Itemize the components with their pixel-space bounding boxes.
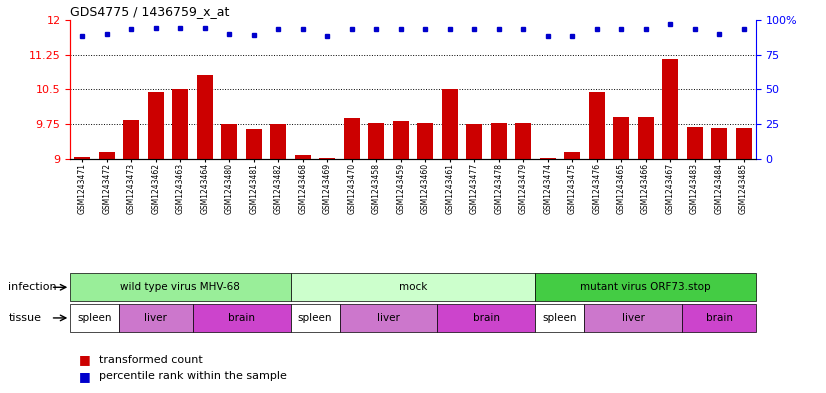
Bar	[74, 157, 90, 159]
Text: mutant virus ORF73.stop: mutant virus ORF73.stop	[581, 282, 711, 292]
Bar	[339, 304, 438, 332]
Bar	[736, 128, 752, 159]
Bar	[173, 90, 188, 159]
Bar	[344, 118, 360, 159]
Bar	[148, 92, 164, 159]
Text: GDS4775 / 1436759_x_at: GDS4775 / 1436759_x_at	[70, 6, 230, 18]
Text: liver: liver	[145, 313, 168, 323]
Text: brain: brain	[705, 313, 733, 323]
Text: spleen: spleen	[78, 313, 112, 323]
Bar	[320, 158, 335, 159]
Text: liver: liver	[622, 313, 645, 323]
Text: ■: ■	[78, 353, 90, 366]
Bar	[192, 304, 291, 332]
Text: percentile rank within the sample: percentile rank within the sample	[99, 371, 287, 382]
Bar	[564, 152, 580, 159]
Bar	[535, 304, 585, 332]
Bar	[246, 129, 262, 159]
Text: liver: liver	[377, 313, 400, 323]
Text: brain: brain	[473, 313, 500, 323]
Bar	[70, 273, 291, 301]
Text: spleen: spleen	[543, 313, 577, 323]
Bar	[270, 124, 287, 159]
Bar	[613, 117, 629, 159]
Bar	[682, 304, 756, 332]
Bar	[368, 123, 384, 159]
Bar	[466, 124, 482, 159]
Text: tissue: tissue	[8, 313, 41, 323]
Bar	[295, 154, 311, 159]
Bar	[539, 158, 556, 159]
Bar	[589, 92, 605, 159]
Bar	[662, 59, 678, 159]
Bar	[535, 273, 756, 301]
Bar	[638, 117, 653, 159]
Bar	[491, 123, 506, 159]
Bar	[442, 90, 458, 159]
Text: infection: infection	[8, 282, 57, 292]
Bar	[393, 121, 409, 159]
Bar	[99, 152, 115, 159]
Bar	[221, 124, 237, 159]
Bar	[686, 127, 703, 159]
Text: brain: brain	[228, 313, 255, 323]
Bar	[70, 304, 119, 332]
Bar	[438, 304, 535, 332]
Bar	[711, 128, 727, 159]
Bar	[515, 123, 531, 159]
Text: mock: mock	[399, 282, 427, 292]
Bar	[417, 123, 433, 159]
Bar	[123, 119, 140, 159]
Bar	[197, 75, 213, 159]
Bar	[291, 304, 339, 332]
Bar	[119, 304, 192, 332]
Text: wild type virus MHV-68: wild type virus MHV-68	[121, 282, 240, 292]
Text: ■: ■	[78, 370, 90, 383]
Text: transformed count: transformed count	[99, 354, 203, 365]
Text: spleen: spleen	[298, 313, 332, 323]
Bar	[291, 273, 535, 301]
Bar	[585, 304, 682, 332]
